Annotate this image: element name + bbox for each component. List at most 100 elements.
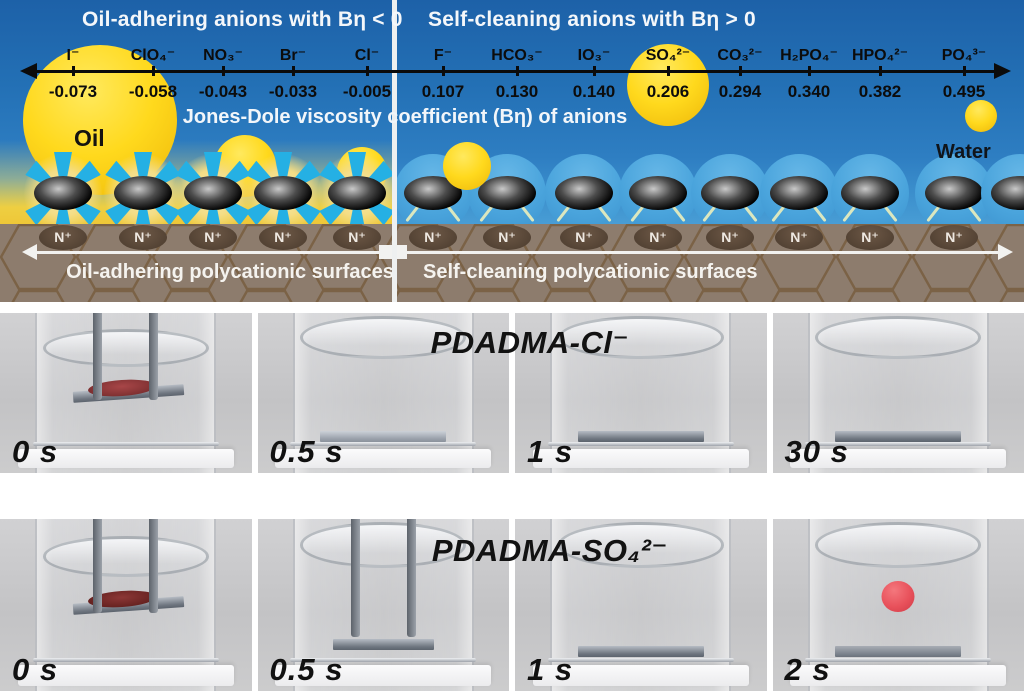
glass-shelf — [32, 441, 219, 446]
tweezer-prong — [149, 519, 159, 613]
tick-mark — [592, 66, 596, 76]
glass-shelf — [290, 657, 477, 662]
white-base — [790, 449, 1007, 469]
anion-tick: HCO₃⁻ 0.130 — [469, 45, 565, 105]
tick-mark — [878, 66, 882, 76]
anion-tick: H₂PO₄⁻ 0.340 — [761, 45, 857, 105]
panel-divider — [392, 0, 397, 302]
glass-shelf — [32, 657, 219, 662]
water-meniscus — [815, 522, 982, 568]
cation-site: N⁺ — [39, 225, 87, 250]
oil-droplet — [879, 401, 912, 432]
anion-tick: ClO₄⁻ -0.058 — [105, 45, 201, 105]
tick-mark — [221, 66, 225, 76]
tick-mark — [807, 66, 811, 76]
cation-site: N⁺ — [706, 225, 754, 250]
white-base — [275, 449, 492, 469]
adsorbed-oil-droplet — [184, 176, 242, 210]
white-base — [17, 665, 234, 686]
surface-label-left: Oil-adhering polycationic surfaces — [66, 261, 394, 283]
glass-shelf — [805, 657, 992, 662]
adsorbed-oil-droplet — [254, 176, 312, 210]
timestamp: 2 s — [784, 652, 831, 687]
petal-icon — [134, 152, 152, 180]
anion-value: -0.033 — [268, 82, 318, 101]
timestamp: 0.5 s — [269, 652, 344, 687]
oil-drop-f — [443, 142, 491, 190]
tick-mark — [365, 66, 369, 76]
repelled-oil-droplet — [925, 176, 983, 210]
anion-tick: Br⁻ -0.033 — [245, 45, 341, 105]
water-label: Water — [936, 141, 991, 163]
timestamp: 1 s — [527, 652, 574, 687]
petal-icon — [274, 152, 292, 180]
oil-droplet — [367, 609, 400, 640]
left-arrowhead-icon — [22, 244, 37, 260]
anion-label: NO₃⁻ — [203, 47, 243, 64]
timestamp: 0 s — [12, 434, 59, 469]
hydration-shell-broken — [318, 152, 396, 232]
repelled-oil-droplet — [478, 176, 536, 210]
photo-frame: 0.5 s — [257, 313, 509, 473]
surface-label-right: Self-cleaning polycationic surfaces — [423, 261, 758, 283]
white-base — [532, 449, 749, 469]
glass-shelf — [805, 441, 992, 446]
oil-droplet — [622, 401, 655, 432]
oil-drop-po4 — [965, 100, 997, 132]
photo-frame: 2 s — [772, 519, 1024, 691]
anion-value: -0.005 — [342, 82, 392, 101]
cation-site: N⁺ — [930, 225, 978, 250]
water-meniscus — [815, 316, 982, 359]
white-base — [17, 449, 234, 469]
hydration-shell-intact — [468, 154, 546, 232]
coated-slide — [577, 430, 704, 442]
anion-tick: PO₄³⁻ 0.495 — [916, 45, 1012, 105]
anion-label: HPO₄²⁻ — [851, 47, 909, 64]
anion-label: PO₄³⁻ — [941, 47, 987, 64]
anion-value: 0.294 — [718, 82, 762, 101]
photo-row-pdadma-cl: PDADMA-Cl⁻ 0 s 0.5 s — [0, 313, 1024, 473]
oil-drop-so4 — [627, 44, 709, 126]
hydration-shell-intact — [619, 154, 697, 232]
tweezer-prong — [406, 519, 416, 637]
white-base — [790, 665, 1007, 686]
polycationic-surface: N⁺ N⁺ N⁺ N⁺ N⁺ N⁺ N⁺ N⁺ N⁺ N⁺ N⁺ N⁺ N⁺ O… — [0, 224, 1024, 302]
left-arrow — [36, 251, 380, 254]
anion-label: I⁻ — [66, 47, 80, 64]
hydration-shell-intact — [831, 154, 909, 232]
anion-value: -0.073 — [48, 82, 98, 101]
adsorbed-oil-droplet — [114, 176, 172, 210]
axis-caption: Jones-Dole viscosity coefficient (Bη) of… — [182, 106, 628, 128]
anion-tick: I⁻ -0.073 — [25, 45, 121, 105]
petal-icon — [54, 152, 72, 180]
coated-slide — [835, 646, 962, 658]
axis-left-arrowhead-icon — [20, 63, 37, 79]
anion-tick: SO₄²⁻ 0.206 — [620, 45, 716, 105]
axis-right-arrowhead-icon — [994, 63, 1011, 79]
anion-value: 0.140 — [572, 82, 616, 101]
anion-value: 0.107 — [421, 82, 465, 101]
anion-label: HCO₃⁻ — [491, 47, 543, 64]
hydration-shell-broken — [104, 152, 182, 232]
coated-slide — [577, 646, 704, 658]
anion-label: SO₄²⁻ — [645, 47, 691, 64]
photo-frame: 30 s — [772, 313, 1024, 473]
water-meniscus — [557, 316, 724, 359]
adsorbed-oil-droplet — [34, 176, 92, 210]
photo-frame: 0 s — [0, 313, 252, 473]
anion-value: -0.058 — [128, 82, 178, 101]
anion-tick: NO₃⁻ -0.043 — [175, 45, 271, 105]
hydration-shell-broken — [244, 152, 322, 232]
header-right: Self-cleaning anions with Bη > 0 — [428, 8, 756, 31]
hydration-shell-broken — [174, 152, 252, 232]
cation-site: N⁺ — [333, 225, 381, 250]
anion-tick: IO₃⁻ 0.140 — [546, 45, 642, 105]
anion-scale-panel: N⁺ N⁺ N⁺ N⁺ N⁺ N⁺ N⁺ N⁺ N⁺ N⁺ N⁺ N⁺ N⁺ O… — [0, 0, 1024, 302]
tweezer-prong — [93, 313, 103, 400]
timestamp: 1 s — [527, 434, 574, 469]
cation-site: N⁺ — [189, 225, 237, 250]
right-arrow — [406, 251, 1000, 254]
anion-label: Cl⁻ — [354, 47, 380, 64]
tick-mark — [291, 66, 295, 76]
anion-label: IO₃⁻ — [577, 47, 611, 64]
